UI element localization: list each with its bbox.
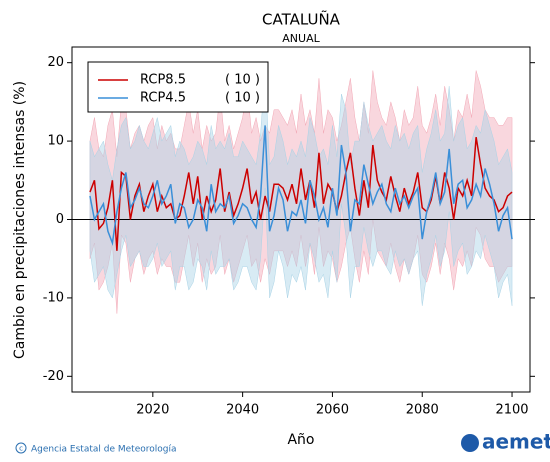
uncertainty-band [89, 70, 513, 306]
legend-count: ( 10 ) [225, 91, 260, 106]
copyright-icon [15, 442, 27, 454]
legend-box [87, 61, 269, 113]
series-line [89, 137, 513, 251]
y-tick-label: -20 [43, 369, 64, 384]
y-tick-label: -10 [43, 290, 64, 305]
logo: aemet [482, 430, 550, 454]
series-line [89, 125, 513, 246]
x-tick-label: 2020 [136, 403, 169, 418]
legend-label: RCP4.5 [140, 91, 186, 106]
credit: Agencia Estatal de Meteorología [31, 445, 177, 455]
x-axis-label: Año [287, 432, 314, 448]
y-tick-label: 20 [47, 55, 64, 70]
x-tick-label: 2060 [316, 403, 349, 418]
logo-icon [461, 434, 479, 452]
x-tick-label: 2080 [406, 403, 439, 418]
x-tick-label: 2040 [226, 403, 259, 418]
y-tick-label: 0 [56, 212, 64, 227]
x-tick-label: 2100 [495, 403, 528, 418]
chart-subtitle: ANUAL [282, 32, 320, 45]
y-tick-label: 10 [47, 134, 64, 149]
y-axis-label: Cambio en precipitaciones intensas (%) [12, 81, 28, 359]
chart-title: CATALUÑA [262, 10, 341, 29]
legend-count: ( 10 ) [225, 73, 260, 88]
copyright-c: c [19, 445, 23, 453]
legend-label: RCP8.5 [140, 73, 186, 88]
